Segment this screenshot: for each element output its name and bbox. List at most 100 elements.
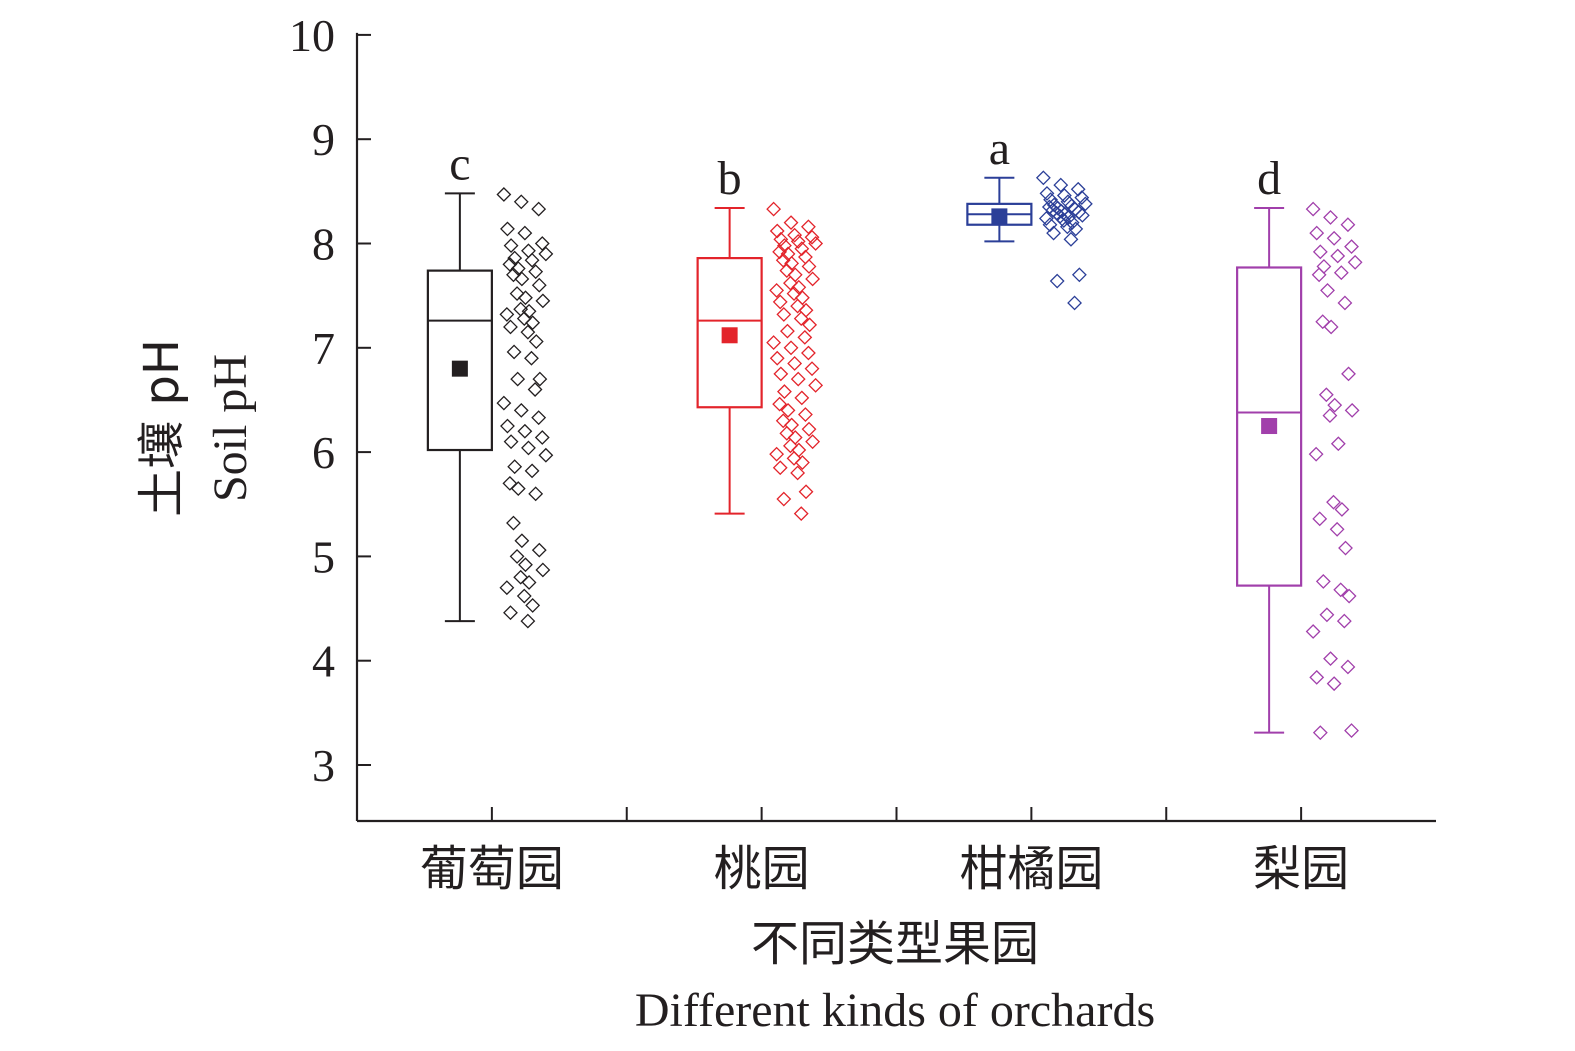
data-point bbox=[790, 233, 806, 249]
data-point bbox=[535, 562, 551, 578]
data-point bbox=[772, 396, 788, 412]
data-point bbox=[520, 324, 536, 340]
data-point bbox=[1305, 201, 1321, 217]
data-point bbox=[801, 421, 817, 437]
data-point bbox=[1344, 239, 1359, 255]
x-tick-label: 葡萄园 bbox=[420, 841, 564, 897]
data-point bbox=[500, 221, 515, 237]
data-point bbox=[783, 438, 798, 454]
data-point bbox=[534, 430, 550, 445]
data-point bbox=[538, 246, 554, 262]
data-point bbox=[503, 605, 518, 621]
data-point bbox=[525, 598, 541, 613]
data-point bbox=[801, 219, 816, 235]
data-point bbox=[1077, 196, 1093, 212]
data-point bbox=[532, 371, 548, 387]
data-point bbox=[802, 317, 818, 333]
data-point bbox=[507, 250, 523, 266]
data-point bbox=[1320, 283, 1335, 298]
data-point bbox=[1049, 273, 1065, 289]
mean-marker bbox=[451, 360, 468, 377]
data-point bbox=[790, 465, 806, 481]
data-point bbox=[798, 302, 814, 318]
data-point bbox=[793, 506, 809, 522]
data-point bbox=[1305, 624, 1321, 639]
data-point bbox=[503, 238, 519, 254]
data-point bbox=[524, 350, 539, 366]
data-point bbox=[787, 430, 803, 445]
data-point bbox=[766, 201, 782, 217]
iqr-box bbox=[1236, 266, 1303, 587]
x-axis-label-chinese: 不同类型果园 bbox=[751, 916, 1039, 972]
box-group: a bbox=[966, 122, 1093, 311]
y-axis-label-chinese: 土壤 pH bbox=[134, 339, 190, 517]
data-point bbox=[1330, 436, 1346, 452]
data-point bbox=[525, 315, 541, 331]
data-point bbox=[513, 194, 529, 210]
data-point bbox=[1322, 408, 1338, 424]
data-point bbox=[1053, 177, 1069, 193]
data-point bbox=[776, 307, 792, 322]
box-group: d bbox=[1236, 152, 1363, 741]
data-point bbox=[521, 440, 536, 456]
data-point bbox=[798, 407, 813, 422]
data-point bbox=[531, 542, 547, 558]
data-point bbox=[801, 345, 816, 361]
data-point bbox=[779, 425, 795, 441]
data-point bbox=[1308, 446, 1324, 462]
data-point bbox=[1038, 211, 1054, 226]
x-tick-label: 桃园 bbox=[714, 841, 810, 897]
box-group: b bbox=[696, 152, 824, 522]
data-point bbox=[1326, 230, 1342, 246]
data-point bbox=[510, 481, 526, 497]
data-point bbox=[1323, 651, 1338, 667]
data-point bbox=[503, 319, 518, 335]
data-point bbox=[509, 548, 525, 564]
data-point bbox=[509, 286, 525, 301]
data-point bbox=[1338, 540, 1353, 556]
data-point bbox=[766, 335, 782, 351]
data-point bbox=[780, 402, 796, 418]
data-point bbox=[808, 236, 824, 251]
data-point bbox=[794, 241, 810, 257]
data-point bbox=[510, 261, 526, 276]
data-point bbox=[1337, 295, 1353, 311]
data-point bbox=[531, 201, 547, 217]
data-point bbox=[1311, 267, 1327, 283]
data-point bbox=[1330, 248, 1346, 264]
data-point bbox=[521, 575, 537, 590]
data-point bbox=[516, 588, 532, 604]
data-point bbox=[795, 455, 810, 470]
data-point bbox=[528, 334, 544, 349]
data-point bbox=[531, 410, 547, 426]
data-point bbox=[1074, 190, 1090, 206]
data-point bbox=[1319, 607, 1335, 623]
data-point bbox=[783, 340, 799, 356]
mean-marker bbox=[1261, 418, 1278, 435]
data-point bbox=[786, 450, 802, 466]
data-point bbox=[772, 460, 788, 476]
data-point bbox=[769, 223, 785, 239]
data-point bbox=[808, 377, 824, 393]
data-point bbox=[520, 613, 536, 629]
data-point bbox=[779, 263, 795, 279]
data-point bbox=[510, 371, 526, 387]
data-point bbox=[506, 515, 521, 531]
data-point bbox=[1340, 659, 1356, 675]
data-point bbox=[780, 323, 795, 339]
data-point bbox=[805, 271, 821, 287]
box-group: c bbox=[426, 137, 554, 629]
data-point bbox=[1323, 210, 1338, 225]
data-point bbox=[516, 311, 532, 327]
data-point bbox=[507, 459, 523, 475]
data-point bbox=[773, 366, 789, 382]
data-point bbox=[804, 229, 820, 245]
data-point bbox=[783, 275, 798, 291]
data-point bbox=[1341, 366, 1356, 382]
significance-letter: b bbox=[718, 152, 742, 205]
data-point bbox=[798, 484, 814, 500]
data-point bbox=[805, 434, 821, 450]
plot-area: c b ad bbox=[426, 122, 1363, 741]
data-point bbox=[513, 569, 529, 585]
data-point bbox=[517, 225, 533, 241]
